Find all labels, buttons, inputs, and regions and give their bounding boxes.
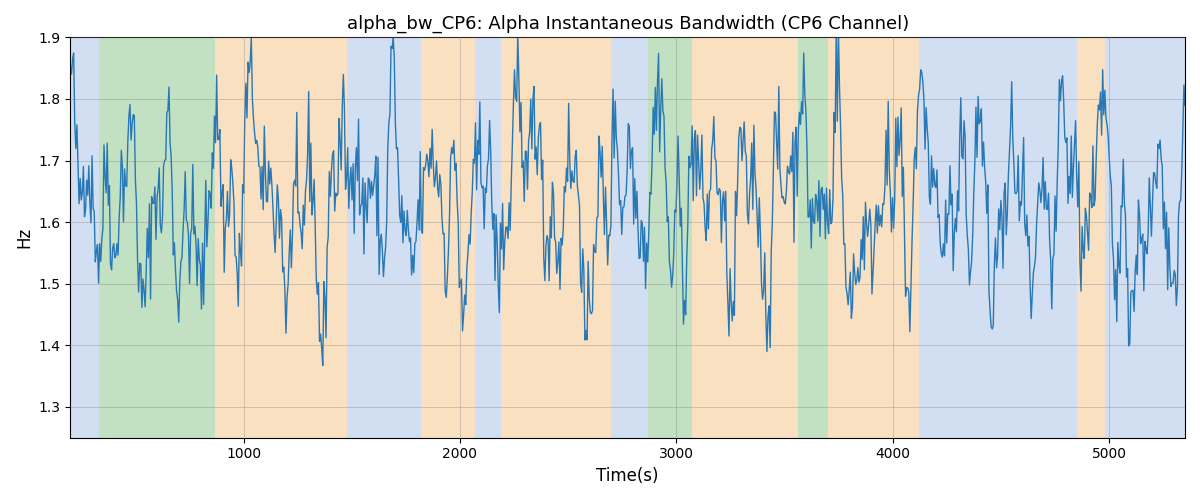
Bar — [919, 38, 1076, 438]
Bar — [1105, 38, 1186, 438]
Bar — [691, 38, 798, 438]
Bar — [71, 38, 98, 438]
Y-axis label: Hz: Hz — [14, 227, 32, 248]
X-axis label: Time(s): Time(s) — [596, 467, 659, 485]
Bar — [1076, 38, 1105, 438]
Bar — [348, 38, 421, 438]
Title: alpha_bw_CP6: Alpha Instantaneous Bandwidth (CP6 Channel): alpha_bw_CP6: Alpha Instantaneous Bandwi… — [347, 15, 908, 34]
Bar — [98, 38, 216, 438]
Bar — [421, 38, 475, 438]
Bar — [798, 38, 828, 438]
Bar — [475, 38, 502, 438]
Bar — [828, 38, 919, 438]
Bar — [216, 38, 348, 438]
Bar — [502, 38, 612, 438]
Bar — [612, 38, 648, 438]
Bar — [648, 38, 691, 438]
